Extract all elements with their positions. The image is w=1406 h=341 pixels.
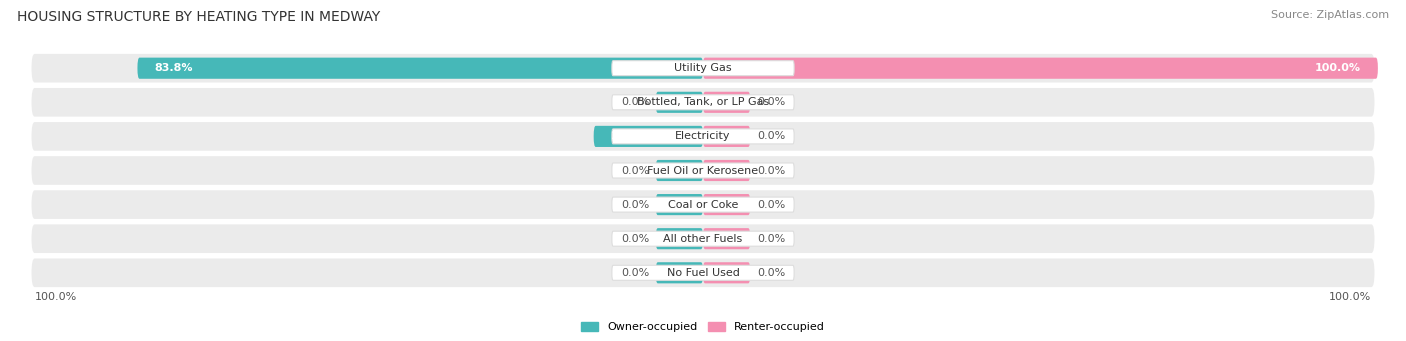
FancyBboxPatch shape [703, 92, 751, 113]
Text: 100.0%: 100.0% [1315, 63, 1361, 73]
FancyBboxPatch shape [703, 58, 1378, 79]
FancyBboxPatch shape [703, 126, 751, 147]
FancyBboxPatch shape [655, 262, 703, 283]
FancyBboxPatch shape [655, 92, 703, 113]
Text: Source: ZipAtlas.com: Source: ZipAtlas.com [1271, 10, 1389, 20]
Text: HOUSING STRUCTURE BY HEATING TYPE IN MEDWAY: HOUSING STRUCTURE BY HEATING TYPE IN MED… [17, 10, 380, 24]
Text: 0.0%: 0.0% [756, 234, 785, 244]
Text: 0.0%: 0.0% [621, 97, 650, 107]
FancyBboxPatch shape [612, 163, 794, 178]
FancyBboxPatch shape [31, 88, 1375, 117]
Text: No Fuel Used: No Fuel Used [666, 268, 740, 278]
Text: 100.0%: 100.0% [1329, 292, 1371, 301]
FancyBboxPatch shape [703, 160, 751, 181]
FancyBboxPatch shape [703, 262, 751, 283]
FancyBboxPatch shape [703, 194, 751, 215]
Text: 0.0%: 0.0% [756, 199, 785, 210]
Text: 16.2%: 16.2% [610, 131, 650, 142]
Text: 0.0%: 0.0% [756, 165, 785, 176]
Text: 0.0%: 0.0% [621, 234, 650, 244]
FancyBboxPatch shape [655, 228, 703, 249]
Text: 0.0%: 0.0% [621, 268, 650, 278]
FancyBboxPatch shape [593, 126, 703, 147]
FancyBboxPatch shape [612, 231, 794, 246]
Text: All other Fuels: All other Fuels [664, 234, 742, 244]
FancyBboxPatch shape [612, 95, 794, 110]
FancyBboxPatch shape [31, 258, 1375, 287]
Text: 100.0%: 100.0% [35, 292, 77, 301]
Text: Coal or Coke: Coal or Coke [668, 199, 738, 210]
FancyBboxPatch shape [31, 54, 1375, 83]
Text: 0.0%: 0.0% [756, 131, 785, 142]
Text: 0.0%: 0.0% [756, 97, 785, 107]
FancyBboxPatch shape [655, 194, 703, 215]
FancyBboxPatch shape [31, 224, 1375, 253]
FancyBboxPatch shape [31, 190, 1375, 219]
Text: Utility Gas: Utility Gas [675, 63, 731, 73]
Legend: Owner-occupied, Renter-occupied: Owner-occupied, Renter-occupied [576, 317, 830, 337]
Text: Electricity: Electricity [675, 131, 731, 142]
FancyBboxPatch shape [31, 156, 1375, 185]
FancyBboxPatch shape [31, 122, 1375, 151]
Text: Bottled, Tank, or LP Gas: Bottled, Tank, or LP Gas [637, 97, 769, 107]
FancyBboxPatch shape [612, 265, 794, 280]
Text: 0.0%: 0.0% [756, 268, 785, 278]
FancyBboxPatch shape [612, 197, 794, 212]
FancyBboxPatch shape [655, 160, 703, 181]
FancyBboxPatch shape [612, 61, 794, 76]
FancyBboxPatch shape [612, 129, 794, 144]
Text: 0.0%: 0.0% [621, 199, 650, 210]
FancyBboxPatch shape [703, 228, 751, 249]
FancyBboxPatch shape [138, 58, 703, 79]
Text: Fuel Oil or Kerosene: Fuel Oil or Kerosene [647, 165, 759, 176]
Text: 0.0%: 0.0% [621, 165, 650, 176]
Text: 83.8%: 83.8% [155, 63, 193, 73]
